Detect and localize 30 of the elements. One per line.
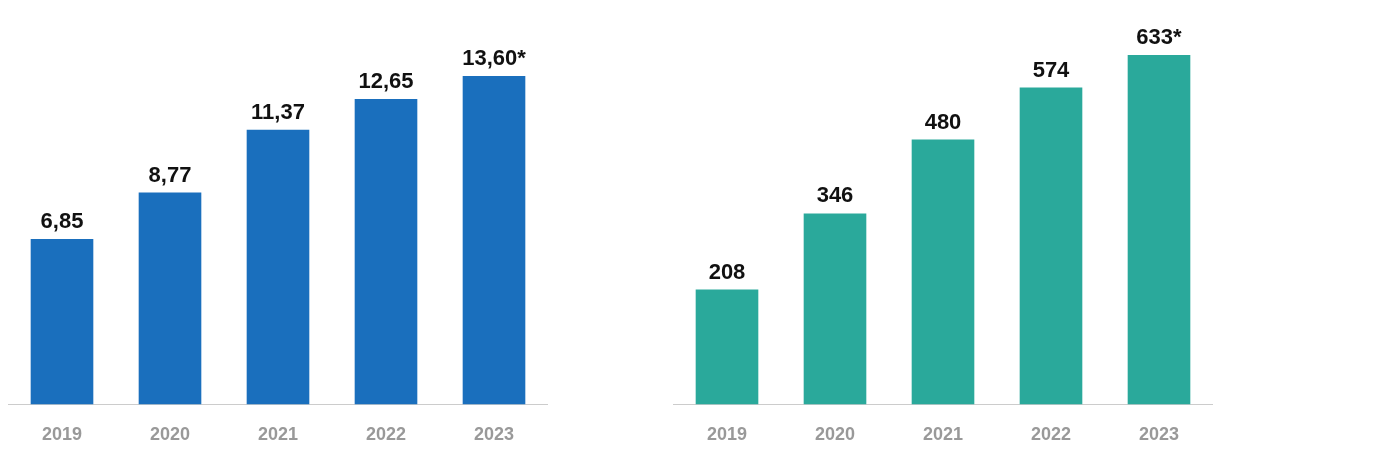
x-tick-label: 2020 (814, 424, 856, 445)
x-tick-label: 2021 (922, 424, 964, 445)
data-label: 13,60* (462, 45, 527, 71)
x-tick-label: 2023 (473, 424, 515, 445)
x-tick-label: 2020 (149, 424, 191, 445)
bar (246, 129, 310, 405)
data-label: 480 (924, 108, 962, 134)
data-label: 12,65 (358, 67, 414, 93)
x-tick-label: 2023 (1138, 424, 1180, 445)
bar (911, 139, 975, 405)
bar (1019, 87, 1083, 405)
data-label: 574 (1032, 56, 1071, 82)
data-label: 208 (708, 258, 746, 284)
data-label: 633* (1136, 24, 1183, 50)
bar (1127, 54, 1191, 405)
bar (803, 213, 867, 405)
x-tick-label: 2019 (41, 424, 83, 445)
bar (30, 238, 94, 405)
x-tick-label: 2019 (706, 424, 748, 445)
data-label: 8,77 (148, 161, 192, 187)
bar (354, 98, 418, 405)
x-tick-label: 2021 (257, 424, 299, 445)
bar (462, 75, 526, 405)
x-tick-label: 2022 (365, 424, 407, 445)
data-label: 6,85 (40, 208, 84, 234)
data-label: 11,37 (251, 98, 305, 124)
bar (695, 289, 759, 405)
x-tick-label: 2022 (1030, 424, 1072, 445)
bar (138, 192, 202, 405)
data-label: 346 (816, 182, 854, 208)
